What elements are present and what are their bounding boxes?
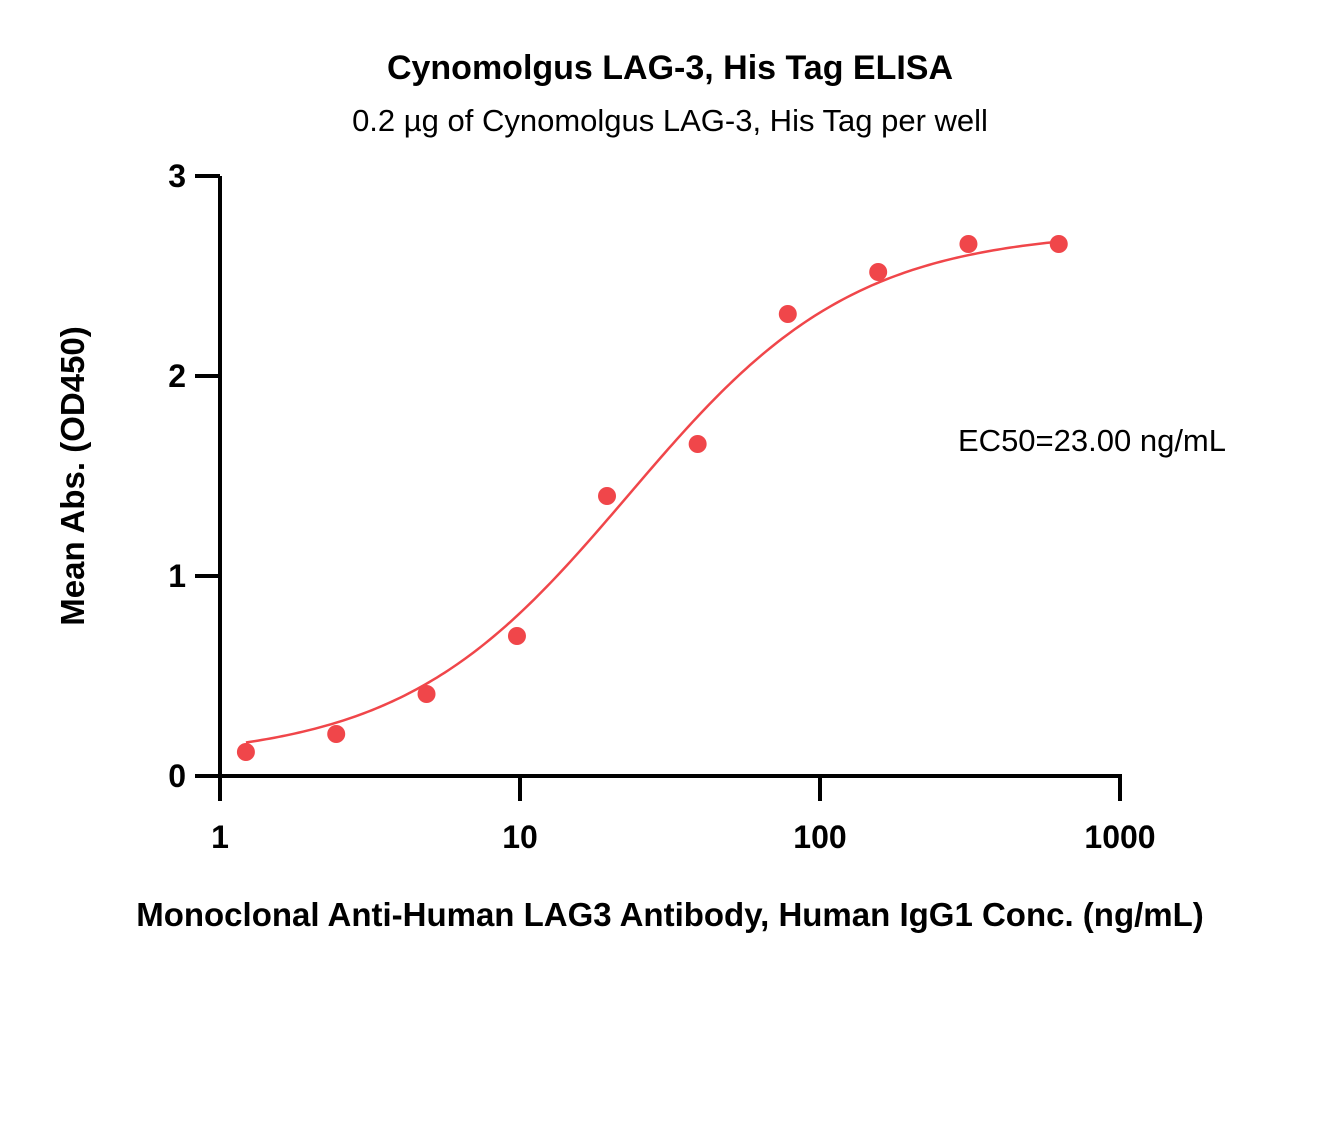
data-point	[688, 435, 707, 453]
data-point	[869, 263, 888, 281]
x-tick-label: 1	[211, 819, 229, 855]
data-points	[236, 235, 1068, 761]
data-point	[598, 487, 617, 505]
data-point	[417, 685, 436, 703]
ec50-annotation: EC50=23.00 ng/mL	[958, 423, 1226, 458]
data-point	[778, 305, 797, 323]
x-tick-label: 100	[793, 819, 846, 855]
data-point	[1049, 235, 1068, 253]
axes	[195, 176, 1122, 778]
x-axis-label: Monoclonal Anti-Human LAG3 Antibody, Hum…	[136, 896, 1204, 933]
y-ticks: 0 1 2 3	[168, 158, 220, 794]
chart-subtitle: 0.2 µg of Cynomolgus LAG-3, His Tag per …	[352, 103, 988, 138]
y-tick-label: 3	[168, 158, 186, 194]
y-tick-label: 2	[168, 358, 186, 394]
x-tick-label: 1000	[1084, 819, 1155, 855]
x-ticks: 1 10 100 1000	[211, 776, 1156, 855]
y-axis-label: Mean Abs. (OD450)	[54, 326, 91, 626]
y-tick-label: 0	[168, 758, 186, 794]
data-point	[327, 725, 346, 743]
y-tick-label: 1	[168, 558, 186, 594]
x-tick-label: 10	[502, 819, 538, 855]
chart-title: Cynomolgus LAG-3, His Tag ELISA	[387, 49, 953, 87]
data-point	[959, 235, 978, 253]
fit-curve	[245, 240, 1059, 744]
data-point	[507, 627, 526, 645]
data-point	[236, 743, 255, 761]
